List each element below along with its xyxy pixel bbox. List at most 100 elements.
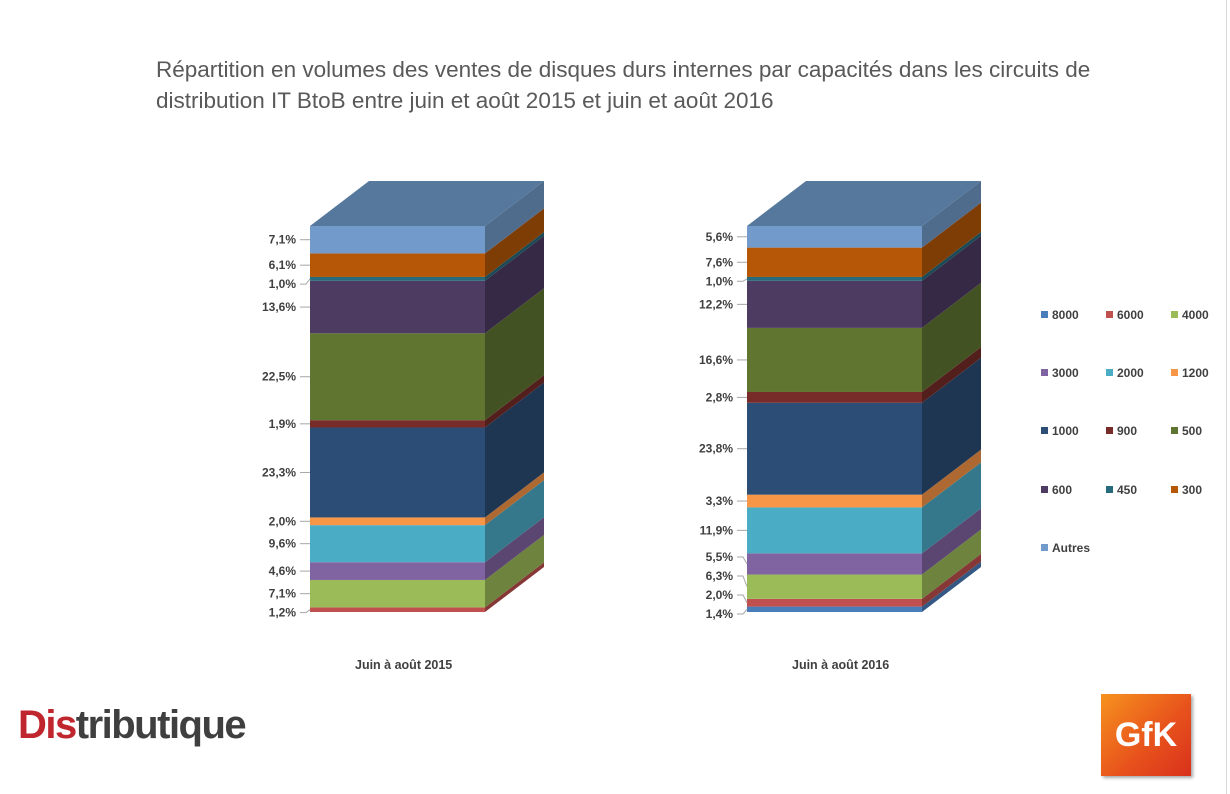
legend-item-500: 500 [1171, 424, 1202, 438]
bar-stack-1 [310, 181, 544, 612]
legend-swatch-3000 [1041, 369, 1048, 376]
legend-item-900: 900 [1106, 424, 1137, 438]
data-label-8000-2: 1,4% [706, 607, 734, 621]
bar-segment-500-1 [310, 333, 485, 421]
data-label-6000-1: 1,2% [269, 606, 297, 620]
bar-segment-4000-1 [310, 579, 485, 608]
data-label-1200-2: 3,3% [706, 494, 734, 508]
bar-segment-300-2 [747, 247, 922, 277]
bar-segment-500-2 [747, 327, 922, 392]
bar-segment-900-2-side [922, 346, 981, 403]
data-label-300-1: 6,1% [269, 258, 297, 272]
leader-line-450-2 [737, 278, 748, 282]
bar-segment-autres-2 [747, 226, 922, 248]
gfk-logo: GfK [1101, 694, 1191, 776]
bar-segment-2000-1-side [485, 480, 544, 563]
leader-line-3000-2 [737, 556, 748, 565]
legend-item-600: 600 [1041, 483, 1072, 497]
legend-item-3000: 3000 [1041, 366, 1079, 380]
bar-segment-6000-1-side [485, 562, 544, 612]
legend-item-8000: 8000 [1041, 308, 1079, 322]
bar-segment-450-2-side [922, 231, 981, 281]
legend-item-6000: 6000 [1106, 308, 1144, 322]
legend-swatch-8000 [1041, 311, 1048, 318]
bar-segment-900-1-side [485, 375, 544, 428]
legend: 8000 6000 4000 3000 2000 1200 1000 900 500 600 450… [1041, 308, 1209, 555]
legend-item-450: 450 [1106, 483, 1137, 497]
bar-segment-600-2 [747, 280, 922, 328]
legend-swatch-6000 [1106, 311, 1113, 318]
data-label-450-2: 1,0% [706, 274, 734, 288]
bar-segment-3000-1 [310, 562, 485, 580]
bar-segment-1000-2-side [922, 357, 981, 495]
bar-segment-900-1 [310, 420, 485, 428]
data-label-500-2: 16,6% [699, 353, 733, 367]
legend-swatch-2000 [1106, 369, 1113, 376]
data-label-autres-1: 7,1% [269, 233, 297, 247]
data-label-2000-2: 11,9% [700, 523, 734, 537]
legend-item-4000: 4000 [1171, 308, 1209, 322]
chart-title: Répartition en volumes des ventes de dis… [156, 57, 1091, 113]
data-label-1000-1: 23,3% [262, 465, 296, 479]
bar-segment-3000-1-side [485, 517, 544, 580]
data-label-600-1: 13,6% [262, 300, 296, 314]
legend-swatch-1000 [1041, 427, 1048, 434]
distributique-logo: Distributique [18, 703, 247, 747]
bar-segment-1200-2-side [922, 449, 981, 508]
bar-segment-1000-1-side [485, 382, 544, 518]
legend-swatch-900 [1106, 427, 1113, 434]
legend-label-450: 450 [1117, 483, 1137, 497]
legend-label-1200: 1200 [1182, 366, 1209, 380]
bar-segment-8000-2-side [922, 561, 981, 612]
labels-layer: Juin à août 2015 7,1% 6,1% 1,0% 13,6% 22,5% 1,… [262, 230, 889, 672]
leader-line-4000-2 [737, 575, 748, 587]
bar-segment-300-2-side [922, 202, 981, 277]
legend-label-900: 900 [1117, 424, 1137, 438]
bar-segment-3000-2 [747, 553, 922, 575]
legend-label-6000: 6000 [1117, 308, 1144, 322]
legend-swatch-1200 [1171, 369, 1178, 376]
bar-segment-6000-2 [747, 598, 922, 607]
legend-swatch-300 [1171, 486, 1178, 493]
category-label-1: Juin à août 2015 [355, 658, 452, 672]
leader-line-8000-2 [737, 608, 748, 615]
data-label-3000-1: 4,6% [269, 564, 297, 578]
legend-item-autres: Autres [1041, 541, 1090, 555]
category-label-2: Juin à août 2016 [792, 658, 889, 672]
legend-swatch-500 [1171, 427, 1178, 434]
bar-segment-300-1 [310, 253, 485, 277]
legend-label-500: 500 [1182, 424, 1202, 438]
bar-segment-600-1 [310, 280, 485, 334]
data-label-900-1: 1,9% [269, 417, 297, 431]
data-label-2000-1: 9,6% [269, 537, 297, 551]
bar-segment-2000-2 [747, 507, 922, 554]
data-label-300-2: 7,6% [706, 255, 734, 269]
legend-label-4000: 4000 [1182, 308, 1209, 322]
bar-segment-300-1-side [485, 208, 544, 277]
bar-segment-6000-1 [310, 607, 485, 612]
bar-segment-450-2 [747, 276, 922, 281]
bar-segment-autres-1 [310, 226, 485, 254]
leader-line-6000-1 [300, 609, 311, 614]
bar-top-face-2 [747, 181, 981, 226]
legend-label-3000: 3000 [1052, 366, 1079, 380]
bar-segment-1000-2 [747, 402, 922, 495]
legend-swatch-autres [1041, 544, 1048, 551]
bar-segment-4000-1-side [485, 534, 544, 608]
bar-segment-1200-1-side [485, 472, 544, 526]
legend-label-600: 600 [1052, 483, 1072, 497]
bar-segment-450-1 [310, 276, 485, 281]
data-label-6000-2: 2,0% [706, 588, 734, 602]
legend-label-300: 300 [1182, 483, 1202, 497]
legend-swatch-600 [1041, 486, 1048, 493]
legend-label-8000: 8000 [1052, 308, 1079, 322]
bar-stack-2 [747, 181, 981, 612]
bar-segment-4000-2-side [922, 529, 981, 599]
bar-segment-1200-2 [747, 494, 922, 508]
bar-segment-2000-2-side [922, 462, 981, 554]
data-label-600-2: 12,2% [699, 297, 733, 311]
legend-item-1000: 1000 [1041, 424, 1079, 438]
legend-item-2000: 2000 [1106, 366, 1144, 380]
bar-segment-2000-1 [310, 525, 485, 563]
